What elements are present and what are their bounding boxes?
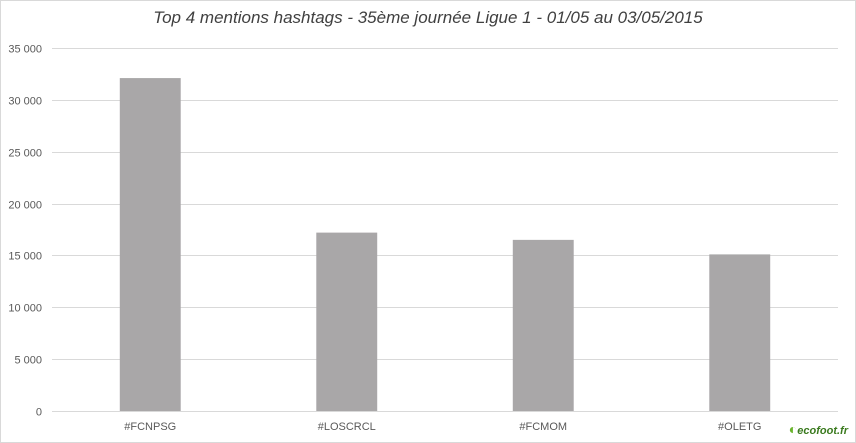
logo-suffix: .fr (837, 425, 848, 437)
y-tick-label: 10 000 (8, 303, 42, 315)
y-tick-label: 15 000 (8, 251, 42, 263)
y-tick-label: 25 000 (8, 148, 42, 160)
bar-oletg (709, 254, 771, 411)
x-axis: #FCNPSG #LOSCRCL #FCMOM #OLETG (124, 421, 761, 433)
x-tick-label: #LOSCRCL (318, 421, 376, 433)
bar-fcnpsg (119, 78, 181, 411)
x-tick-label: #FCNPSG (124, 421, 176, 433)
logo-brand: ecofoot (797, 425, 837, 437)
y-tick-label: 30 000 (8, 96, 42, 108)
ecofoot-logo: ◐ecofoot.fr (789, 421, 848, 437)
grid-lines (52, 48, 838, 412)
y-tick-label: 5 000 (14, 355, 42, 367)
y-tick-label: 0 (36, 407, 42, 419)
x-tick-label: #OLETG (718, 421, 761, 433)
bar-fcmom (512, 239, 574, 411)
x-tick-label: #FCMOM (519, 421, 567, 433)
chart-title: Top 4 mentions hashtags - 35ème journée … (153, 8, 703, 27)
y-tick-label: 20 000 (8, 200, 42, 212)
y-tick-label: 35 000 (8, 44, 42, 56)
bars (119, 78, 771, 411)
y-axis: 0 5 000 10 000 15 000 20 000 25 000 30 000 35 0… (8, 44, 42, 419)
logo-mark-icon: ◐ (788, 421, 798, 437)
bar-loscrcl (316, 232, 378, 411)
